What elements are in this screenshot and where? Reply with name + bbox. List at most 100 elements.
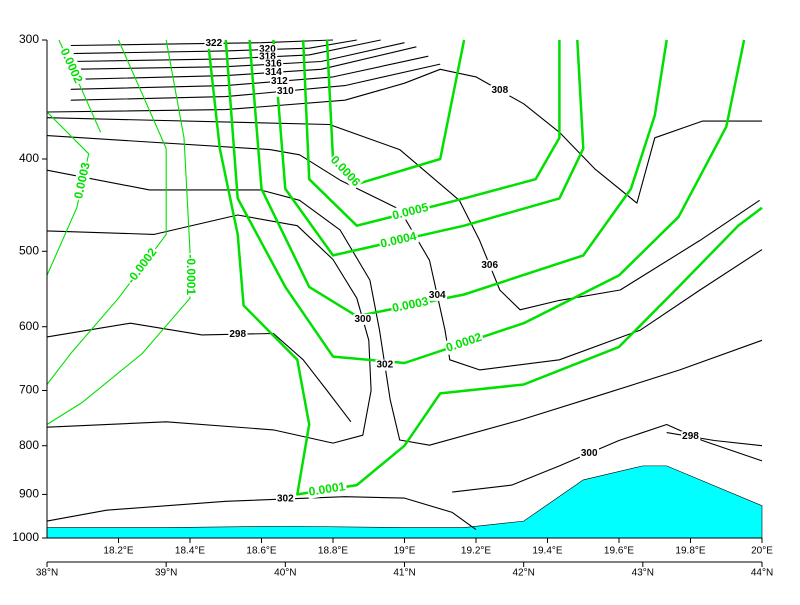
contour-label-group: 306 <box>480 259 500 271</box>
contour-label-bg <box>264 58 284 70</box>
contour-label: 0.0003 <box>71 161 93 200</box>
contour-label-group: -0.0001 <box>183 253 198 297</box>
contour-label-group: 322 <box>204 38 224 50</box>
contour-line <box>70 39 334 47</box>
contour-label-group: 298 <box>228 328 248 340</box>
contour-label-group: 308 <box>490 84 510 96</box>
contour-label-bg <box>353 313 373 325</box>
x2-tick-label: 18.2°E <box>103 546 133 557</box>
contour-label: 310 <box>277 86 294 97</box>
x2-tick-label: 19.6°E <box>604 546 634 557</box>
contour-label-bg <box>204 38 224 50</box>
contour-label-bg <box>480 259 500 271</box>
contour-label: 312 <box>271 76 288 87</box>
y-tick-label: 700 <box>19 383 39 397</box>
contour-line <box>46 117 760 311</box>
y-tick-label: 900 <box>19 487 39 501</box>
x-tick-label: 44°N <box>751 568 773 579</box>
contour-line <box>46 135 763 371</box>
contour-label: 320 <box>259 44 276 55</box>
contour-label: 298 <box>229 329 246 340</box>
contour-line <box>70 63 441 101</box>
contour-label: 308 <box>491 85 508 96</box>
x2-tick-label: 20°E <box>751 546 773 557</box>
contour-label: 304 <box>429 290 446 301</box>
contour-label-group: -0.0002 <box>123 244 161 288</box>
contour-label: 314 <box>265 67 282 78</box>
contour-line <box>46 39 167 385</box>
contour-label: 300 <box>581 448 598 459</box>
contour-line <box>272 39 585 257</box>
y-tick-label: 1000 <box>12 530 39 544</box>
contour-label-group: 300 <box>353 313 373 325</box>
x2-tick-label: 18.6°E <box>246 546 276 557</box>
contour-label-bg <box>389 293 431 316</box>
contour-label-bg <box>377 228 420 251</box>
x2-tick-label: 19.8°E <box>675 546 705 557</box>
contour-label-bg <box>264 67 284 79</box>
contour-line <box>301 39 561 227</box>
contour-label-group: 302 <box>375 359 395 371</box>
contour-label-bg <box>427 289 448 301</box>
contour-label-bg <box>275 493 296 505</box>
contour-line <box>248 39 668 318</box>
contour-label: 300 <box>354 314 371 325</box>
contour-label: 318 <box>259 52 276 63</box>
contour-label-group: 0.0006 <box>327 152 365 191</box>
contour-label-bg <box>228 328 248 340</box>
contour-line <box>46 322 352 423</box>
contour-label-group: 298 <box>681 431 701 443</box>
x2-tick-label: 18.8°E <box>318 546 348 557</box>
contour-label: 302 <box>376 360 393 371</box>
contour-label-group: 0.0002 <box>57 45 87 87</box>
contour-label-bg <box>490 84 510 96</box>
contour-label-group: 320 <box>258 44 278 56</box>
contour-label: 0.0002 <box>58 46 86 85</box>
y-tick-label: 600 <box>19 319 39 333</box>
contour-label-group: 0.0003 <box>389 293 431 316</box>
contour-label: 302 <box>277 494 294 505</box>
contour-label-group: 312 <box>270 75 290 87</box>
x-tick-label: 41°N <box>393 568 415 579</box>
contour-label-bg <box>258 44 278 56</box>
x2-tick-label: 19°E <box>394 546 416 557</box>
contour-label-group: 300 <box>579 447 599 459</box>
contour-label-group: 0.0004 <box>377 228 420 251</box>
contour-label: 0.0006 <box>328 153 364 189</box>
contour-label-group: 316 <box>264 58 284 70</box>
contour-label-group: 302 <box>275 493 296 505</box>
x2-tick-label: 19.4°E <box>532 546 562 557</box>
contour-label: 0.0005 <box>391 200 430 223</box>
x2-tick-label: 19.2°E <box>461 546 491 557</box>
contour-label-bg <box>443 329 485 356</box>
y-tick-label: 400 <box>19 151 39 165</box>
contour-line <box>666 432 763 447</box>
terrain <box>46 465 763 539</box>
contour-line <box>206 39 763 496</box>
x2-tick-label: 18.4°E <box>175 546 205 557</box>
contour-label-bg <box>275 85 296 97</box>
contour-label-bg <box>270 75 290 87</box>
y-tick-label: 500 <box>19 243 39 257</box>
contour-label-group: 310 <box>275 85 296 97</box>
contour-label: 0.0003 <box>391 294 430 315</box>
contour-line <box>70 55 429 90</box>
contour-line <box>46 496 477 531</box>
contour-line <box>46 214 372 444</box>
contour-label-group: 314 <box>264 67 284 79</box>
contour-label-bg <box>306 479 348 499</box>
contour-label-bg <box>681 431 701 443</box>
contour-label-group: 304 <box>427 289 448 301</box>
x-tick-label: 42°N <box>512 568 534 579</box>
y-tick-label: 800 <box>19 438 39 452</box>
contour-label-bg <box>375 359 395 371</box>
contour-label-bg <box>389 199 432 223</box>
x-tick-label: 40°N <box>274 568 296 579</box>
contour-label-bg <box>327 152 365 191</box>
contour-line <box>46 39 191 425</box>
contour-label-group: 318 <box>258 51 278 63</box>
y-tick-label: 300 <box>19 32 39 46</box>
contour-line <box>452 423 763 493</box>
contour-label: 0.0004 <box>379 229 418 251</box>
contour-label: -0.0001 <box>184 254 198 295</box>
